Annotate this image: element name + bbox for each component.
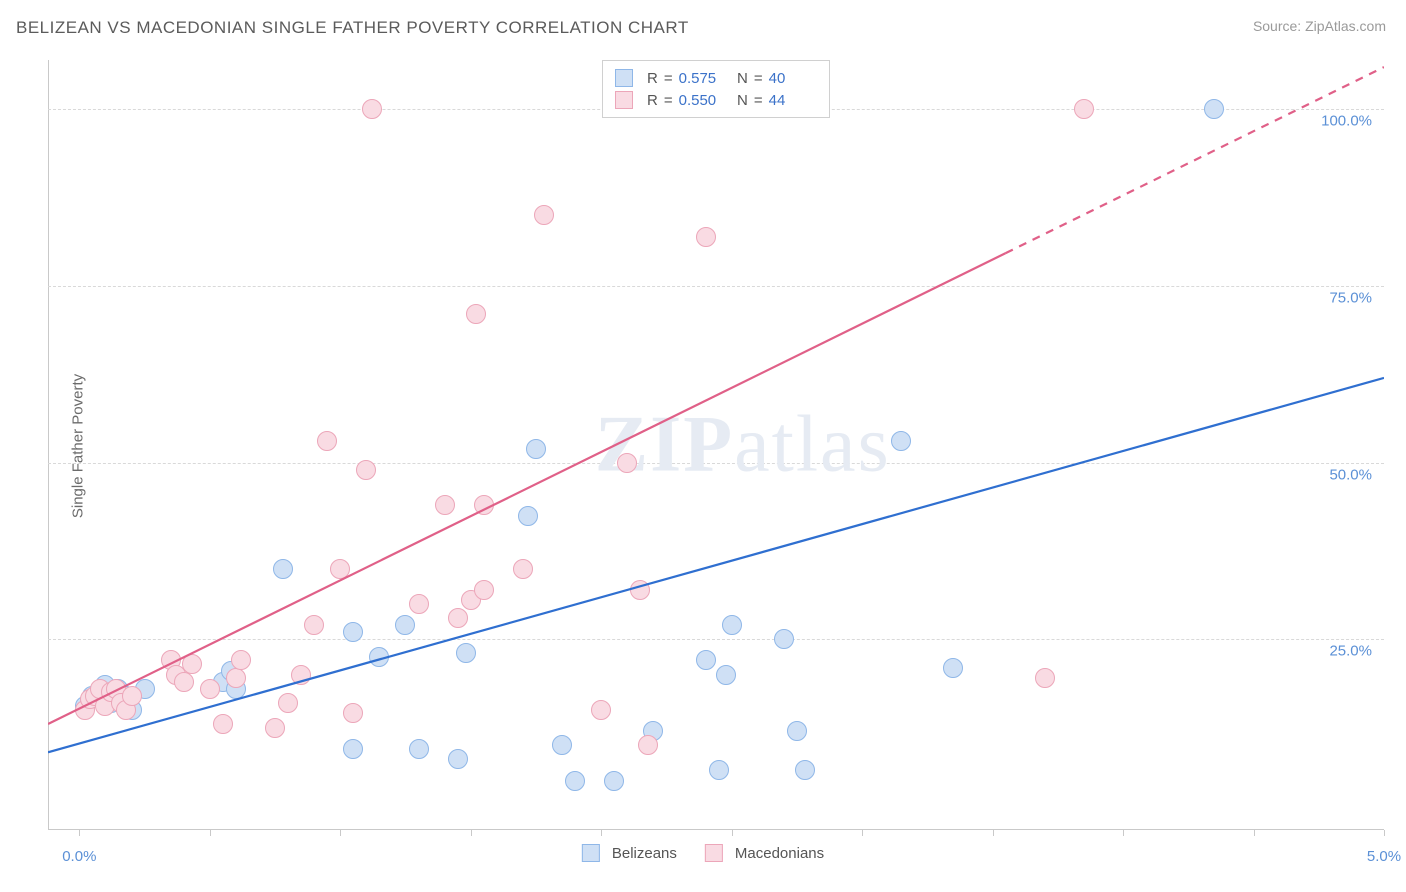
source-prefix: Source: — [1253, 18, 1305, 34]
correlation-legend: R = 0.575 N = 40 R = 0.550 N = 44 — [602, 60, 830, 118]
regression-lines — [48, 60, 1384, 830]
equals: = — [754, 70, 763, 87]
r-label: R — [647, 70, 658, 87]
n-value-belizeans: 40 — [769, 70, 786, 87]
swatch-macedonians — [615, 91, 633, 109]
x-tick-mark — [340, 830, 341, 836]
legend-label-belizeans: Belizeans — [612, 845, 677, 862]
x-tick-mark — [79, 830, 80, 836]
x-tick-mark — [1384, 830, 1385, 836]
n-label: N — [737, 92, 748, 109]
swatch-belizeans — [615, 69, 633, 87]
plot-area: ZIPatlas R = 0.575 N = 40 R = 0.550 N = … — [48, 60, 1384, 830]
r-value-belizeans: 0.575 — [679, 70, 717, 87]
source-attribution: Source: ZipAtlas.com — [1253, 18, 1386, 34]
legend-label-macedonians: Macedonians — [735, 845, 824, 862]
x-tick-mark — [1123, 830, 1124, 836]
legend-item-macedonians: Macedonians — [705, 844, 824, 862]
x-tick-mark — [601, 830, 602, 836]
x-tick-mark — [993, 830, 994, 836]
x-tick-mark — [471, 830, 472, 836]
x-tick-mark — [1254, 830, 1255, 836]
n-value-macedonians: 44 — [769, 92, 786, 109]
x-tick-label: 5.0% — [1367, 848, 1401, 865]
source-link[interactable]: ZipAtlas.com — [1305, 18, 1386, 34]
r-label: R — [647, 92, 658, 109]
legend-item-belizeans: Belizeans — [582, 844, 677, 862]
x-tick-label: 0.0% — [62, 848, 96, 865]
legend-row-macedonians: R = 0.550 N = 44 — [615, 89, 817, 111]
series-legend: Belizeans Macedonians — [582, 844, 824, 862]
swatch-belizeans — [582, 844, 600, 862]
equals: = — [664, 92, 673, 109]
x-tick-mark — [862, 830, 863, 836]
equals: = — [664, 70, 673, 87]
n-label: N — [737, 70, 748, 87]
r-value-macedonians: 0.550 — [679, 92, 717, 109]
x-tick-mark — [732, 830, 733, 836]
legend-row-belizeans: R = 0.575 N = 40 — [615, 67, 817, 89]
swatch-macedonians — [705, 844, 723, 862]
equals: = — [754, 92, 763, 109]
chart-title: BELIZEAN VS MACEDONIAN SINGLE FATHER POV… — [16, 18, 689, 38]
x-tick-mark — [210, 830, 211, 836]
